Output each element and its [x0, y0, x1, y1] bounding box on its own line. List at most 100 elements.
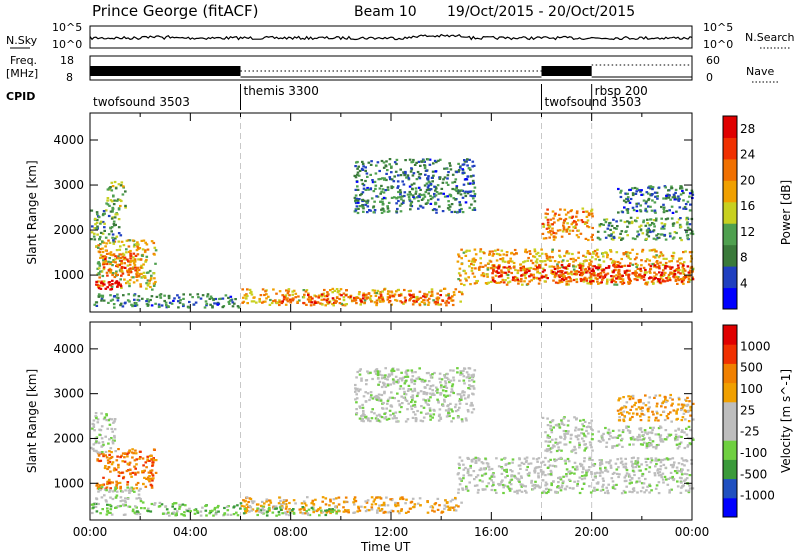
freq-left-top: 18 — [60, 54, 74, 67]
power-scatter-region-7 — [278, 293, 455, 305]
power-panel: 1000 2000 3000 4000 Slant Range [km] 4 8 12 16 20… — [25, 112, 793, 313]
velocity-ytick-0: 1000 — [53, 476, 84, 490]
time-tick-1: 04:00 — [173, 525, 208, 539]
noise-sky-line — [89, 33, 693, 41]
power-colorbar-tick-3: 16 — [740, 199, 755, 213]
nsky-label: N.Sky — [6, 34, 38, 47]
cpid-segment-label-3: rbsp 200 — [595, 84, 648, 98]
nave-label: Nave — [746, 65, 774, 78]
cpid-label: CPID — [6, 90, 35, 103]
velocity-ytick-3: 4000 — [53, 342, 84, 356]
power-colorbar-tick-5: 24 — [740, 148, 755, 162]
freq-left-bottom: 8 — [66, 71, 73, 84]
time-axis: 00:00 04:00 08:00 12:00 16:00 20:00 00:00 — [73, 525, 710, 539]
velocity-colorbar-cell-1 — [723, 478, 737, 499]
time-tick-4: 16:00 — [474, 525, 509, 539]
time-tick-2: 08:00 — [273, 525, 308, 539]
freq-right-top: 60 — [706, 54, 720, 67]
time-tick-3: 12:00 — [374, 525, 409, 539]
power-scatter-region-5 — [93, 293, 241, 309]
velocity-colorbar-cell-9 — [723, 325, 737, 345]
time-axis-title: Time UT — [360, 540, 411, 554]
velocity-scatter-region-0 — [95, 448, 158, 490]
power-colorbar-cell-5 — [723, 180, 737, 203]
power-colorbar-cell-8 — [723, 116, 737, 138]
velocity-scatter-region-1 — [90, 412, 117, 454]
power-ytick-2: 3000 — [53, 178, 84, 192]
noise-left-bottom: 10^0 — [52, 38, 82, 51]
power-colorbar-cell-4 — [723, 201, 737, 224]
velocity-colorbar-cell-4 — [723, 421, 737, 441]
velocity-colorbar-tick-3: 25 — [740, 403, 755, 417]
velocity-colorbar-tick-1: 500 — [740, 361, 763, 375]
time-tick-0: 00:00 — [73, 525, 108, 539]
date-range: 19/Oct/2015 - 20/Oct/2015 — [447, 4, 635, 20]
power-colorbar-tick-2: 12 — [740, 225, 755, 239]
plot-title: Prince George (fitACF) — [92, 2, 258, 20]
noise-right-bottom: 10^0 — [703, 38, 733, 51]
cpid-segment-label-1: themis 3300 — [244, 84, 319, 98]
power-colorbar-cell-7 — [723, 137, 737, 160]
noise-left-top: 10^5 — [52, 21, 82, 34]
power-scatter-region-13 — [617, 185, 695, 214]
power-scatter-region-11 — [541, 207, 594, 242]
velocity-colorbar-cell-7 — [723, 363, 737, 384]
velocity-colorbar-cell-8 — [723, 344, 737, 364]
power-ytick-3: 4000 — [53, 133, 84, 147]
power-ytick-0: 1000 — [53, 268, 84, 282]
velocity-ytick-2: 3000 — [53, 387, 84, 401]
velocity-colorbar-tick-7: -1000 — [740, 489, 775, 503]
nsearch-label: N.Search — [745, 31, 795, 44]
velocity-scatter-region-4 — [240, 496, 463, 515]
power-scatter-region-10 — [491, 263, 695, 284]
power-scatter-region-3 — [90, 207, 123, 242]
velocity-scatter-region-6 — [354, 367, 477, 423]
power-colorbar-tick-0: 4 — [740, 276, 748, 290]
velocity-panel: 1000 2000 3000 4000 Slant Range [km] 1000 500 1… — [25, 321, 793, 521]
velocity-colorbar-cell-0 — [723, 497, 737, 518]
velocity-colorbar-tick-4: -25 — [740, 425, 760, 439]
freq-label: Freq. — [10, 54, 37, 67]
freq-bar-0 — [90, 66, 241, 76]
power-colorbar-tick-6: 28 — [740, 122, 755, 136]
power-ytick-1: 2000 — [53, 223, 84, 237]
velocity-colorbar-cell-2 — [723, 459, 737, 480]
velocity-colorbar-cell-6 — [723, 382, 737, 403]
velocity-scatter-region-5 — [242, 505, 340, 517]
velocity-scatter-region-9 — [597, 425, 695, 450]
velocity-scatter-region-3 — [90, 501, 243, 517]
freq-right-bottom: 0 — [706, 71, 713, 84]
power-colorbar-cell-2 — [723, 244, 737, 267]
beam-label: Beam 10 — [354, 4, 417, 20]
time-tick-5: 20:00 — [574, 525, 609, 539]
power-colorbar-cell-3 — [723, 223, 737, 246]
velocity-scatter-region-7 — [456, 456, 695, 495]
cpid-segment-label-2: twofsound 3503 — [545, 95, 642, 109]
velocity-colorbar-tick-0: 1000 — [740, 339, 771, 353]
power-scatter-region-1 — [101, 252, 143, 277]
freq-bars — [90, 64, 692, 78]
velocity-ylabel: Slant Range [km] — [25, 369, 39, 473]
velocity-ytick-1: 2000 — [53, 431, 84, 445]
velocity-scatter-region-8 — [541, 416, 594, 455]
power-ylabel: Slant Range [km] — [25, 160, 39, 264]
power-colorbar-cell-0 — [723, 287, 737, 310]
freq-unit-label: [MHz] — [6, 67, 38, 80]
velocity-colorbar-tick-5: -100 — [740, 446, 767, 460]
velocity-colorbar-cell-3 — [723, 440, 737, 460]
power-scatter-region-12 — [596, 216, 695, 242]
velocity-scatter-region-10 — [616, 393, 695, 423]
power-colorbar-label: Power [dB] — [779, 180, 793, 245]
power-scatter-region-2 — [95, 279, 123, 291]
power-colorbar-tick-1: 8 — [740, 251, 748, 265]
velocity-colorbar-tick-6: -500 — [740, 467, 767, 481]
velocity-colorbar-cell-5 — [723, 401, 737, 422]
time-tick-6: 00:00 — [675, 525, 710, 539]
power-scatter-region-4 — [105, 180, 127, 210]
power-scatter-region-8 — [353, 158, 477, 215]
freq-bar-1 — [541, 66, 592, 76]
velocity-colorbar-label: Velocity [m s^-1] — [779, 369, 793, 473]
noise-right-top: 10^5 — [703, 21, 733, 34]
